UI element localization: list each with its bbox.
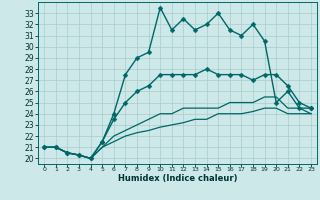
X-axis label: Humidex (Indice chaleur): Humidex (Indice chaleur) bbox=[118, 174, 237, 183]
